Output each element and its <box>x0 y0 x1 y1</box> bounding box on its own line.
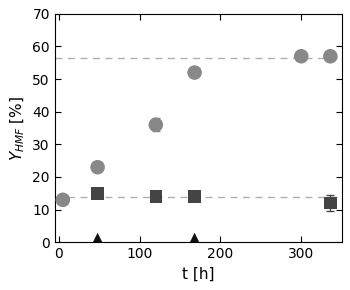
Point <box>95 165 100 170</box>
Point <box>153 122 159 127</box>
Y-axis label: $Y_{HMF}$ [%]: $Y_{HMF}$ [%] <box>8 95 27 161</box>
Point <box>299 54 304 59</box>
Point <box>192 237 197 241</box>
Point <box>328 201 333 205</box>
Point <box>60 197 66 202</box>
Point <box>328 54 333 59</box>
Point <box>192 70 197 75</box>
Point <box>95 237 100 241</box>
Point <box>153 194 159 199</box>
X-axis label: t [h]: t [h] <box>182 267 215 282</box>
Point <box>192 194 197 199</box>
Point <box>95 191 100 196</box>
